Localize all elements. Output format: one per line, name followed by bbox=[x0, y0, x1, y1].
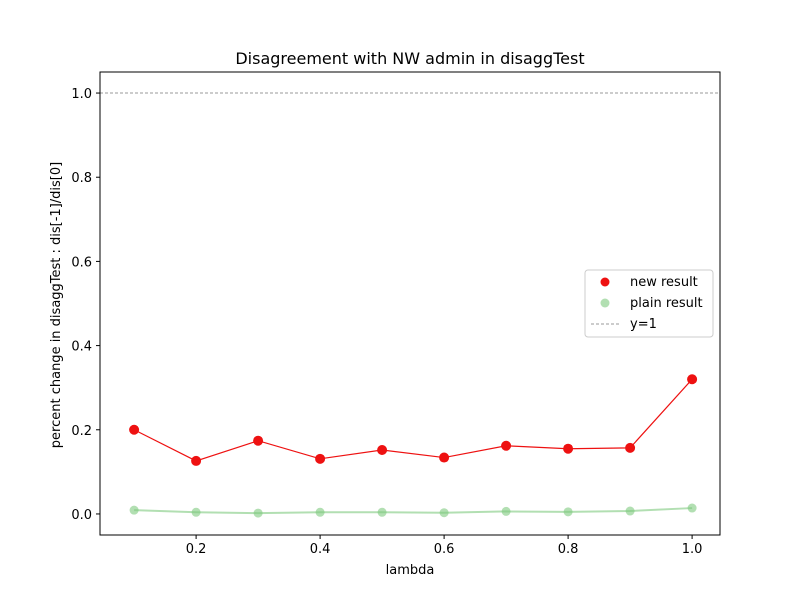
x-tick-label: 1.0 bbox=[682, 542, 703, 557]
chart-title: Disagreement with NW admin in disaggTest bbox=[235, 49, 584, 68]
data-point-plain-result bbox=[191, 507, 201, 517]
data-point-new-result bbox=[625, 442, 636, 453]
legend: new result plain result y=1 bbox=[584, 269, 714, 338]
data-point-plain-result bbox=[377, 507, 387, 517]
data-point-plain-result bbox=[253, 508, 263, 518]
y-tick-label: 0.0 bbox=[71, 508, 92, 523]
data-point-new-result bbox=[687, 374, 698, 385]
data-point-new-result bbox=[129, 424, 140, 435]
legend-marker-plain-result bbox=[600, 298, 610, 308]
x-tick-label: 0.6 bbox=[434, 542, 455, 557]
x-tick-label: 0.8 bbox=[558, 542, 579, 557]
data-point-new-result bbox=[439, 452, 450, 463]
y-tick-label: 0.6 bbox=[71, 255, 92, 270]
y-tick-label: 0.2 bbox=[71, 424, 92, 439]
x-axis-label: lambda bbox=[386, 563, 435, 578]
data-point-new-result bbox=[563, 443, 574, 454]
legend-label-plain-result: plain result bbox=[630, 296, 703, 311]
data-point-plain-result bbox=[315, 507, 325, 517]
x-tick-label: 0.2 bbox=[186, 542, 207, 557]
series-line-new-result bbox=[133, 378, 693, 462]
data-point-new-result bbox=[253, 435, 264, 446]
data-point-new-result bbox=[501, 440, 512, 451]
x-axis: 0.2 0.4 0.6 0.8 1.0 bbox=[186, 535, 703, 557]
series-layer bbox=[129, 374, 698, 518]
legend-label-new-result: new result bbox=[630, 275, 698, 290]
series-line-plain-result bbox=[134, 507, 693, 515]
data-point-new-result bbox=[191, 455, 202, 466]
data-point-plain-result bbox=[687, 503, 697, 513]
data-point-plain-result bbox=[625, 506, 635, 516]
y-tick-label: 0.4 bbox=[71, 340, 92, 355]
legend-label-reference-line: y=1 bbox=[630, 317, 657, 332]
x-tick-label: 0.4 bbox=[310, 542, 331, 557]
data-point-plain-result bbox=[563, 507, 573, 517]
data-point-plain-result bbox=[501, 506, 511, 516]
data-point-new-result bbox=[315, 453, 326, 464]
plot-frame bbox=[99, 71, 721, 536]
data-point-plain-result bbox=[439, 508, 449, 518]
y-tick-label: 0.8 bbox=[71, 171, 92, 186]
y-tick-label: 1.0 bbox=[71, 87, 92, 102]
data-point-new-result bbox=[377, 444, 388, 455]
data-point-plain-result bbox=[129, 505, 139, 515]
legend-box bbox=[584, 269, 714, 338]
legend-marker-new-result bbox=[600, 277, 610, 287]
y-axis-label: percent change in disaggTest : dis[-1]/d… bbox=[49, 162, 64, 448]
y-axis: 0.0 0.2 0.4 0.6 0.8 1.0 bbox=[71, 87, 100, 523]
